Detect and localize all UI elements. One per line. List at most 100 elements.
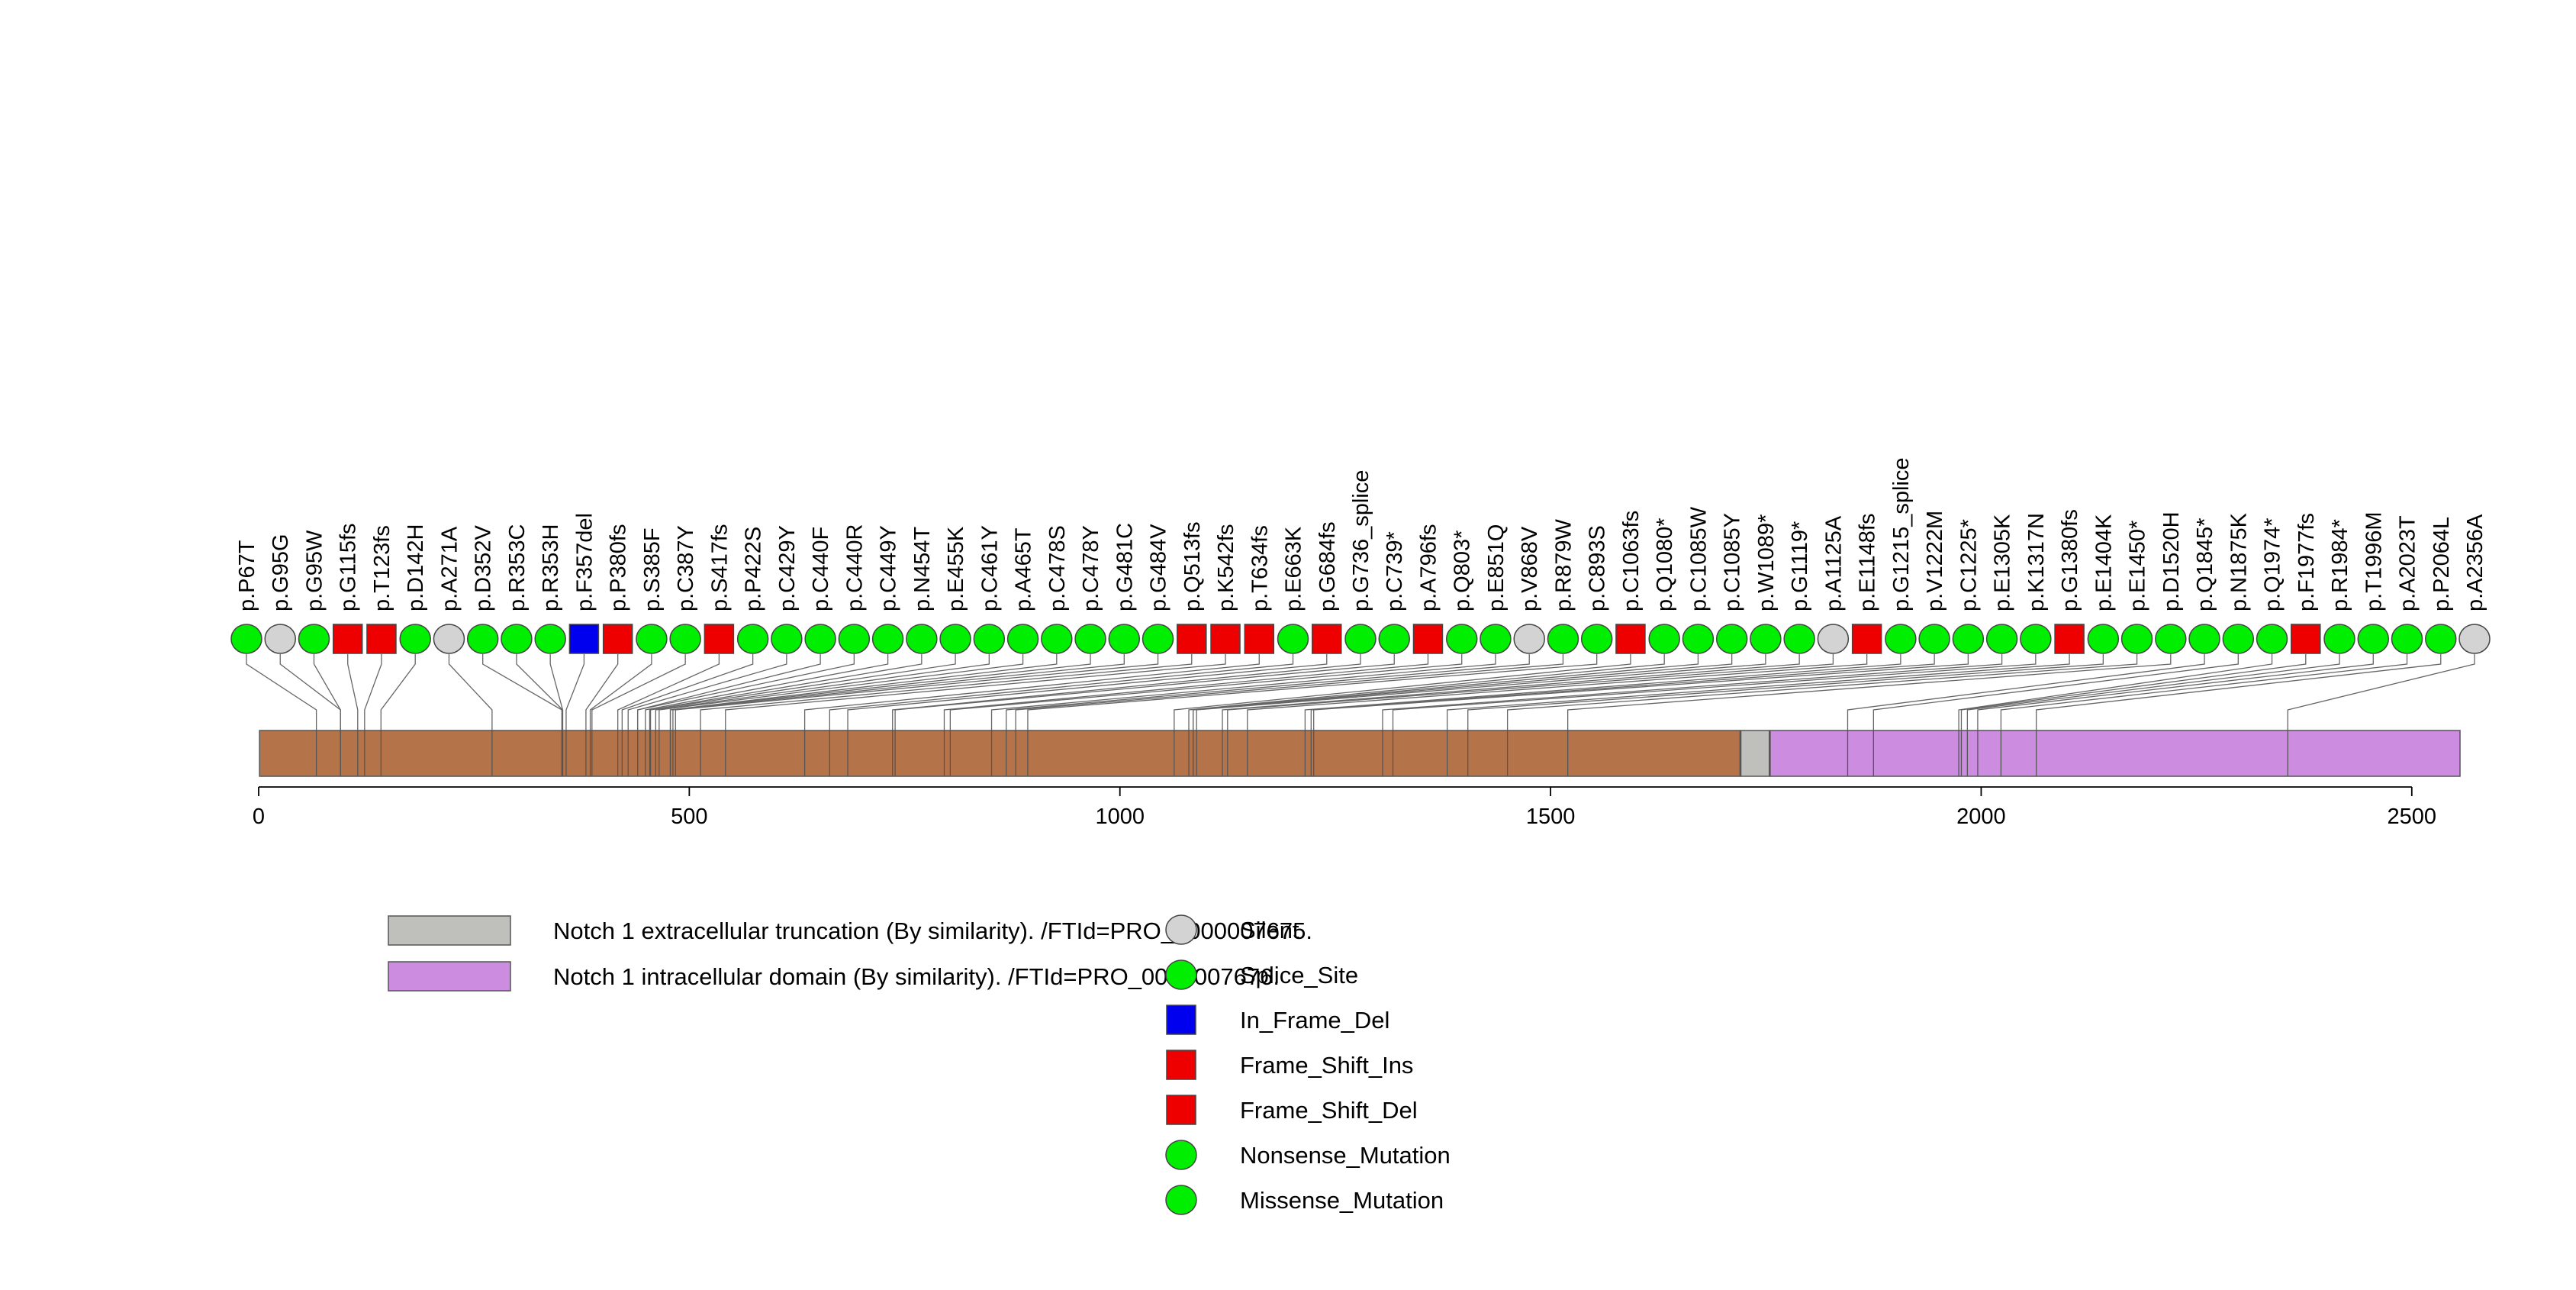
mutation-label: p.C429Y: [775, 525, 800, 611]
legend-domain-swatch: [388, 915, 511, 946]
mutation-marker: [1580, 624, 1613, 654]
mutation-marker: [1378, 624, 1410, 654]
mutation-label: p.E1148fs: [1856, 514, 1880, 611]
mutation-label: p.P2064L: [2429, 517, 2454, 611]
connector: [1446, 654, 2070, 730]
legend-type-label: Splice_Site: [1240, 962, 1358, 988]
axis-tick-label: 1500: [1526, 805, 1576, 829]
mutation-label: p.G1380fs: [2058, 509, 2082, 611]
mutation-marker: [1244, 624, 1275, 654]
mutation-label: p.A271A: [437, 526, 462, 611]
mutation-label: p.C1063fs: [1619, 511, 1644, 611]
connector: [725, 654, 1226, 730]
mutation-marker: [1480, 624, 1512, 654]
mutation-label: p.V868V: [1518, 526, 1542, 611]
mutation-marker: [534, 624, 566, 654]
legend-type-marker: [1165, 1140, 1197, 1170]
mutation-label: p.R353H: [539, 524, 563, 611]
mutation-marker: [1006, 624, 1039, 654]
connector: [1247, 654, 1868, 730]
legend-type-label: Frame_Shift_Ins: [1240, 1052, 1413, 1079]
mutation-label: p.C478Y: [1079, 525, 1103, 611]
mutation-marker: [1210, 624, 1241, 654]
connector: [829, 654, 1294, 730]
mutation-label: p.E455K: [944, 526, 968, 611]
mutation-marker: [1918, 624, 1950, 654]
connector: [847, 654, 1328, 730]
connector: [943, 654, 1429, 730]
connector: [658, 654, 1024, 730]
mutation-label: p.T1996M: [2362, 511, 2386, 611]
connector: [1567, 654, 2172, 730]
mutation-label: p.C893S: [1586, 525, 1610, 611]
mutation-label: p.C461Y: [977, 525, 1002, 611]
mutation-label: p.S385F: [640, 527, 665, 611]
connector: [1006, 654, 1530, 730]
mutation-marker: [2323, 624, 2355, 654]
axis-tick-label: 1000: [1095, 805, 1145, 829]
mutation-marker: [2222, 624, 2255, 654]
mutation-marker: [2357, 624, 2390, 654]
mutation-marker: [1547, 624, 1579, 654]
mutation-label: p.T123fs: [370, 525, 394, 611]
mutation-label: p.C387Y: [674, 525, 698, 611]
mutation-marker: [771, 624, 803, 654]
mutation-labels: p.P67T p.G95G p.G95W p.G115fs p.T123fs p.D142…: [235, 457, 2487, 611]
connector: [627, 654, 787, 730]
connector: [1847, 654, 2205, 730]
mutation-marker: [332, 624, 363, 654]
connector: [347, 654, 359, 730]
mutation-marker: [736, 624, 769, 654]
legend-domain-label: Notch 1 extracellular truncation (By sim…: [553, 918, 1312, 944]
mutation-label: p.C478S: [1045, 525, 1070, 611]
mutation-label: p.R1984*: [2328, 519, 2352, 611]
connector: [2287, 654, 2475, 730]
legend-type-label: Silent: [1240, 917, 1299, 943]
mutation-label: p.G684fs: [1315, 521, 1340, 611]
mutation-label: p.G115fs: [336, 523, 361, 611]
mutation-marker: [2054, 624, 2085, 654]
mutation-marker: [2256, 624, 2288, 654]
connector: [1196, 654, 1766, 730]
connector: [1392, 654, 2037, 730]
mutation-label: p.G1215_splice: [1889, 457, 1914, 611]
connector: [636, 654, 821, 730]
legend-type-marker: [1166, 1050, 1196, 1080]
legend-type-marker: [1165, 959, 1197, 990]
mutation-label: p.G1119*: [1788, 521, 1812, 611]
mutation-label: p.F357del: [572, 513, 597, 611]
axis-tick-label: 2000: [1956, 805, 2006, 829]
mutation-label: p.A1125A: [1821, 515, 1846, 611]
mutation-label: p.D142H: [404, 524, 428, 611]
mutation-marker: [501, 624, 533, 654]
mutation-marker: [1985, 624, 2018, 654]
axis-tick-label: 2500: [2388, 805, 2437, 829]
mutation-label: p.A2023T: [2396, 515, 2420, 611]
mutation-marker: [1041, 624, 1073, 654]
connector: [649, 654, 923, 730]
mutation-label: p.N1875K: [2227, 512, 2251, 611]
connector: [246, 654, 317, 730]
legend-type-label: Missense_Mutation: [1240, 1187, 1444, 1214]
mutation-marker: [636, 624, 668, 654]
mutation-marker: [399, 624, 431, 654]
legend-type-label: In_Frame_Del: [1240, 1007, 1389, 1034]
mutation-label: p.K542fs: [1214, 524, 1238, 611]
mutation-marker: [1817, 624, 1850, 654]
mutation-marker: [264, 624, 296, 654]
connector: [364, 654, 382, 730]
mutation-label: p.W1089*: [1754, 514, 1779, 611]
connector: [585, 654, 619, 730]
mutation-marker: [1851, 624, 1882, 654]
connector: [894, 654, 1395, 730]
mutation-marker: [1885, 624, 1917, 654]
mutation-label: p.E1450*: [2126, 521, 2150, 611]
mutation-label: p.A2356A: [2463, 514, 2487, 611]
connector: [1506, 654, 2138, 730]
mutation-label: p.R879W: [1551, 518, 1576, 611]
connector: [2000, 654, 2408, 730]
connector: [655, 654, 990, 730]
connector: [1015, 654, 1564, 730]
mutation-label: p.T634fs: [1248, 525, 1272, 611]
mutation-marker: [804, 624, 836, 654]
